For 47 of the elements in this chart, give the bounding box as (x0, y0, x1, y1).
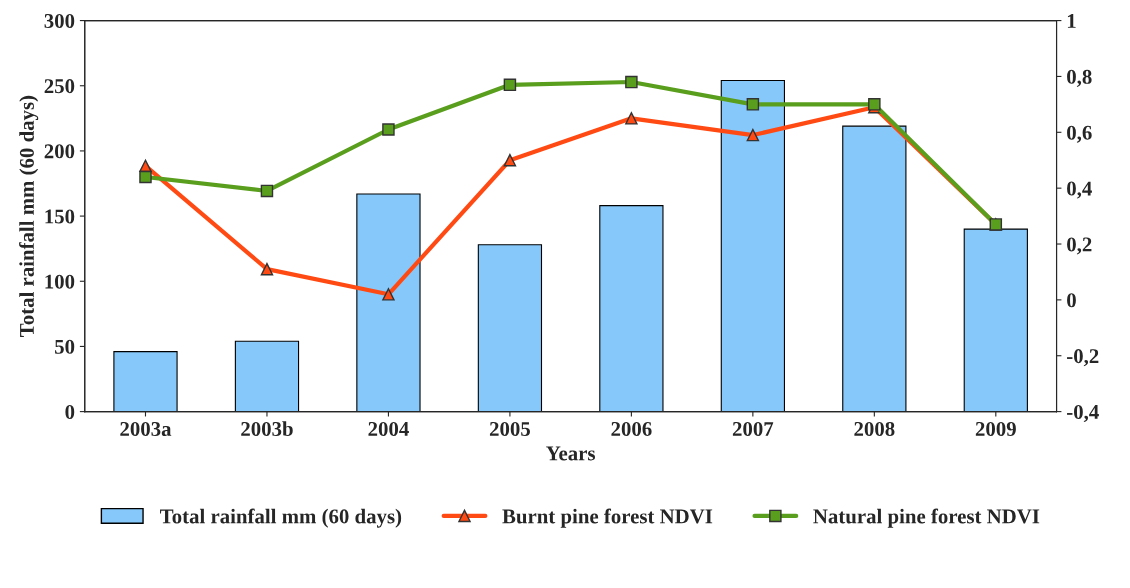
y2-tick-label: 0 (1067, 293, 1076, 308)
y2-tick-label: -0,2 (1067, 349, 1099, 367)
y2-tick-label: -0,4 (1067, 404, 1099, 423)
y2-tick-label: 1 (1067, 14, 1076, 28)
y-tick-label: 200 (44, 144, 75, 159)
y2-tick-label: 0,2 (1067, 237, 1092, 255)
y2-tick-label: 0,4 (1067, 181, 1092, 199)
y-tick-label: 150 (45, 209, 75, 224)
y-axis-title: Total rainfall mm (60 days) (19, 95, 39, 337)
y-tick-label: 0 (65, 404, 75, 420)
x-tick-label: 2006 (611, 421, 652, 436)
point (260, 184, 274, 198)
y-tick-label: 50 (55, 339, 75, 354)
point (382, 123, 395, 136)
bar (963, 228, 1028, 412)
legend-label: Burnt pine forest NDVI (502, 508, 713, 528)
point (503, 78, 517, 92)
y-tick-label: 250 (44, 79, 75, 94)
legend-label: Natural pine forest NDVI (813, 508, 1040, 528)
x-tick-label: 2003a (120, 421, 172, 436)
bar (842, 125, 907, 412)
y2-tick-label: 0,8 (1067, 69, 1092, 87)
x-axis-title: Years (546, 446, 596, 461)
y2-tick-label: 0,6 (1067, 125, 1092, 143)
point (746, 128, 760, 142)
x-tick-label: 2009 (975, 421, 1016, 436)
bar (234, 340, 300, 412)
point (503, 153, 517, 167)
bar (113, 351, 178, 412)
bar (720, 79, 786, 412)
bar (356, 193, 421, 412)
point (382, 288, 395, 301)
point (625, 75, 638, 89)
point (746, 98, 760, 111)
y-tick-label: 100 (45, 274, 75, 289)
x-tick-label: 2003b (241, 421, 293, 436)
x-tick-label: 2007 (732, 421, 774, 436)
point (260, 262, 274, 276)
bar (477, 244, 543, 412)
point (625, 112, 638, 125)
y-tick-label: 300 (44, 13, 75, 29)
point (139, 170, 152, 184)
legend-label: Total rainfall mm (60 days) (160, 508, 402, 528)
x-tick-label: 2008 (854, 421, 895, 436)
x-tick-label: 2005 (489, 421, 530, 436)
bar (599, 205, 664, 412)
x-tick-label: 2004 (368, 421, 409, 436)
